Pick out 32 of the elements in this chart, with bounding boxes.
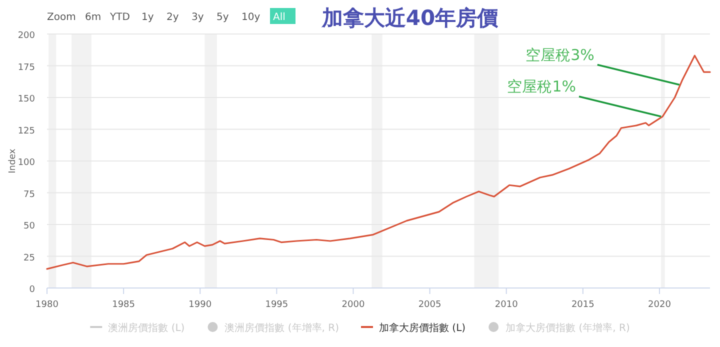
text: Zoom (47, 12, 76, 23)
text: All (273, 12, 286, 23)
y-tick-label: 25 (24, 253, 35, 264)
x-tick-label: 1980 (36, 300, 59, 310)
text: 6m (85, 12, 102, 23)
x-tick-label: 2010 (494, 300, 518, 310)
text: 3y (192, 12, 204, 23)
x-tick-label: 2005 (418, 300, 442, 310)
x-tick-label: 2015 (571, 300, 594, 310)
text: 2y (166, 12, 179, 23)
legend-label: 加拿大房價指數 (L) (379, 322, 466, 334)
x-tick-label: 2020 (648, 300, 672, 310)
y-tick-label: 100 (18, 158, 36, 168)
x-tick-label: 1990 (188, 300, 212, 310)
x-tick-label: 2000 (342, 300, 365, 310)
y-tick-label: 75 (24, 190, 35, 200)
y-tick-label: 50 (24, 222, 36, 232)
y-tick-label: 200 (18, 31, 36, 41)
text: 5y (216, 12, 229, 23)
y-tick-label: 0 (29, 285, 36, 295)
text: 1y (142, 12, 154, 23)
y-axis-title: Index (8, 148, 18, 174)
y-tick-label: 125 (18, 126, 35, 136)
text: YTD (109, 12, 130, 23)
chart-title: 加拿大近40年房價 (320, 6, 500, 30)
x-tick-label: 1995 (265, 300, 288, 310)
annotation: 空屋稅1% (507, 78, 576, 96)
text: 10y (242, 12, 260, 23)
x-tick-label: 1985 (112, 300, 136, 310)
annotation: 空屋稅3% (526, 46, 594, 64)
y-tick-label: 175 (18, 62, 35, 73)
y-tick-label: 150 (18, 94, 36, 104)
